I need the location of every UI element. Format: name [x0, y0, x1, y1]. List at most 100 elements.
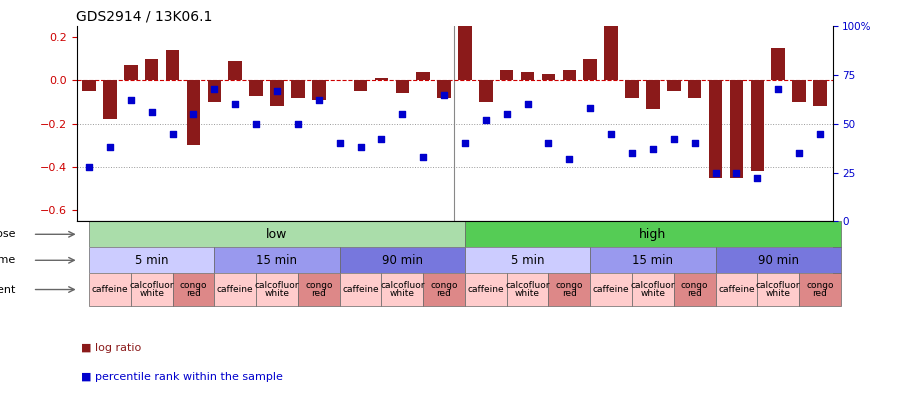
Text: calcofluor
white: calcofluor white	[130, 281, 174, 298]
Bar	[437, 81, 451, 98]
Bar	[548, 273, 590, 306]
Point	[249, 121, 264, 127]
Bar	[716, 247, 841, 273]
Bar	[417, 72, 430, 81]
Bar	[757, 273, 799, 306]
Bar	[771, 48, 785, 81]
Point	[479, 117, 493, 123]
Text: low: low	[266, 228, 288, 241]
Point	[436, 91, 451, 98]
Point	[270, 87, 284, 94]
Text: time: time	[0, 255, 16, 265]
Bar	[521, 72, 535, 81]
Bar	[145, 59, 158, 81]
Text: calcofluor
white: calcofluor white	[631, 281, 675, 298]
Text: congo
red: congo red	[305, 281, 332, 298]
Point	[729, 169, 743, 176]
Point	[207, 85, 221, 92]
Point	[625, 150, 639, 156]
Bar	[229, 61, 242, 81]
Bar	[395, 81, 410, 94]
Text: ■ percentile rank within the sample: ■ percentile rank within the sample	[81, 372, 283, 382]
Bar	[291, 81, 305, 98]
Bar	[465, 273, 507, 306]
Bar	[590, 247, 716, 273]
Bar	[374, 78, 388, 81]
Point	[332, 140, 347, 147]
Point	[395, 111, 410, 117]
Point	[792, 150, 806, 156]
Point	[541, 140, 555, 147]
Point	[374, 136, 389, 143]
Text: high: high	[639, 228, 667, 241]
Bar	[590, 273, 632, 306]
Bar	[730, 81, 743, 178]
Text: 5 min: 5 min	[135, 254, 168, 267]
Point	[520, 101, 535, 108]
Text: caffeine: caffeine	[342, 285, 379, 294]
Bar	[130, 273, 173, 306]
Point	[688, 140, 702, 147]
Point	[311, 97, 326, 104]
Bar	[382, 273, 423, 306]
Text: congo
red: congo red	[555, 281, 583, 298]
Bar	[214, 273, 256, 306]
Bar	[298, 273, 339, 306]
Bar	[458, 26, 472, 81]
Bar	[166, 50, 179, 81]
Point	[82, 164, 96, 170]
Bar	[688, 81, 701, 98]
Point	[645, 146, 660, 152]
Text: caffeine: caffeine	[217, 285, 254, 294]
Text: congo
red: congo red	[430, 281, 458, 298]
Bar	[124, 65, 138, 81]
Point	[458, 140, 473, 147]
Point	[123, 97, 138, 104]
Bar	[542, 74, 555, 81]
Point	[291, 121, 305, 127]
Bar	[339, 247, 465, 273]
Text: ■ log ratio: ■ log ratio	[81, 343, 141, 353]
Point	[667, 136, 681, 143]
Bar	[465, 221, 841, 247]
Bar	[104, 81, 117, 119]
Text: agent: agent	[0, 285, 16, 294]
Point	[708, 169, 723, 176]
Bar	[667, 81, 680, 91]
Bar	[214, 247, 339, 273]
Bar	[507, 273, 548, 306]
Text: 15 min: 15 min	[256, 254, 298, 267]
Bar	[500, 70, 514, 81]
Point	[145, 109, 159, 115]
Bar	[716, 273, 757, 306]
Bar	[208, 81, 221, 102]
Bar	[89, 247, 214, 273]
Bar	[626, 81, 639, 98]
Text: caffeine: caffeine	[593, 285, 629, 294]
Text: caffeine: caffeine	[718, 285, 755, 294]
Point	[416, 154, 430, 160]
Point	[500, 111, 514, 117]
Text: 15 min: 15 min	[633, 254, 673, 267]
Bar	[632, 273, 674, 306]
Bar	[799, 273, 841, 306]
Text: GDS2914 / 13K06.1: GDS2914 / 13K06.1	[76, 10, 213, 24]
Bar	[709, 81, 723, 178]
Bar	[423, 273, 465, 306]
Bar	[270, 81, 284, 107]
Bar	[354, 81, 367, 91]
Bar	[583, 59, 597, 81]
Bar	[674, 273, 716, 306]
Bar	[186, 81, 200, 145]
Text: caffeine: caffeine	[467, 285, 504, 294]
Text: calcofluor
white: calcofluor white	[505, 281, 550, 298]
Point	[562, 156, 577, 162]
Bar	[562, 70, 576, 81]
Bar	[89, 273, 130, 306]
Text: caffeine: caffeine	[92, 285, 128, 294]
Text: congo
red: congo red	[180, 281, 207, 298]
Text: 90 min: 90 min	[758, 254, 798, 267]
Bar	[792, 81, 806, 102]
Point	[583, 105, 598, 111]
Bar	[249, 81, 263, 96]
